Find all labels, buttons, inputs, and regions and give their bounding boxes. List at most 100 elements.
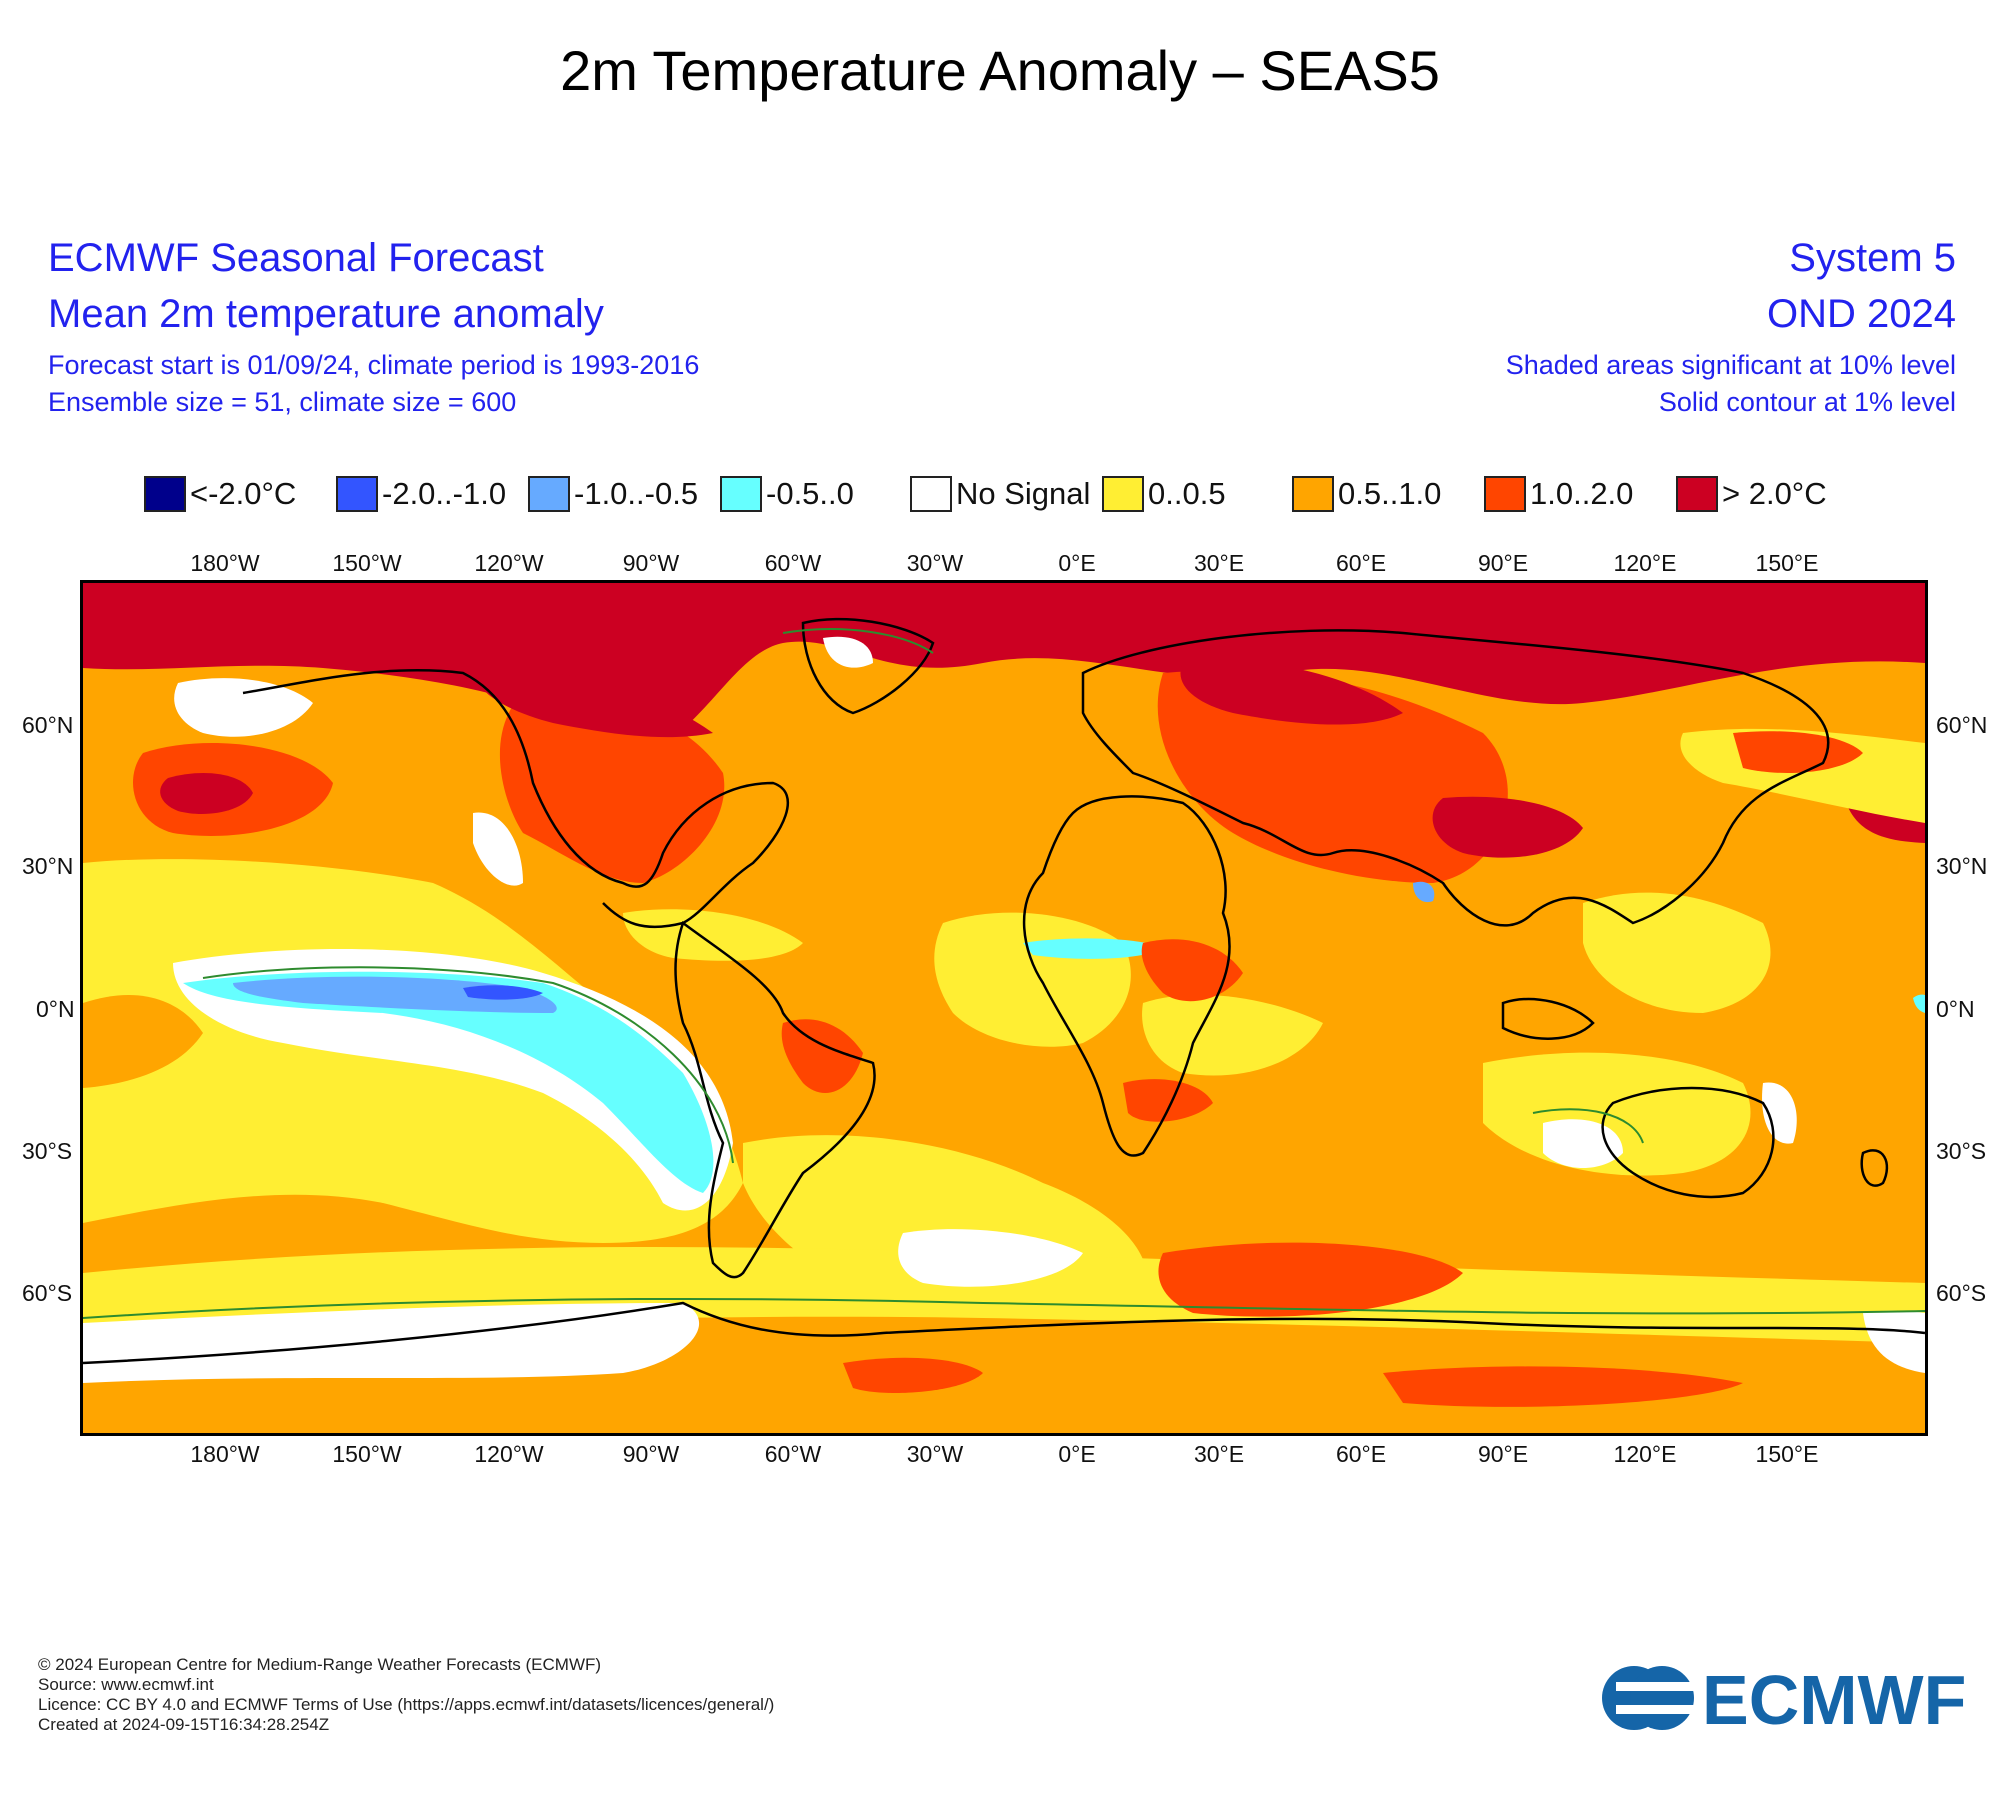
eurasia-coast <box>1081 629 1830 927</box>
header-left-subtitle: Mean 2m temperature anomaly <box>48 292 604 336</box>
east-africa-warm-patch <box>1141 939 1243 1002</box>
footer-source: Source: www.ecmwf.int <box>38 1675 214 1694</box>
sahel-cold-patch <box>1023 938 1163 959</box>
lat-label-left: 30°S <box>22 1138 73 1164</box>
lon-label-top: 120°W <box>474 550 544 576</box>
caribbean-yellow <box>623 909 803 961</box>
footer-licence: Licence: CC BY 4.0 and ECMWF Terms of Us… <box>38 1695 775 1714</box>
lon-label-top: 150°W <box>332 550 402 576</box>
significance-contours <box>83 628 1925 1319</box>
lat-label-left: 0°N <box>36 996 75 1022</box>
legend-item: 0.5..1.0 <box>1292 472 1441 516</box>
siberia-warm-region <box>1180 661 1403 725</box>
header-forecast-start: Forecast start is 01/09/24, climate peri… <box>48 350 700 380</box>
lon-label-top: 120°E <box>1613 550 1677 576</box>
lon-label-bottom: 60°E <box>1335 1441 1387 1467</box>
antarctica-coast <box>83 1301 1925 1365</box>
central-asia-region <box>1157 670 1508 883</box>
south-atlantic-no-signal <box>898 1229 1083 1287</box>
lat-label-right: 30°N <box>1936 853 1988 879</box>
header-left-title: ECMWF Seasonal Forecast <box>48 236 544 280</box>
lon-label-top: 0°E <box>1058 550 1096 576</box>
pacific-east-cold-patch <box>1913 994 1925 1013</box>
lon-label-bottom: 90°W <box>622 1441 680 1467</box>
lon-label-bottom: 90°E <box>1477 1441 1529 1467</box>
color-legend: <-2.0°C -2.0..-1.0 -1.0..-0.5 -0.5..0 No… <box>140 472 1900 516</box>
lat-label-right: 60°N <box>1936 712 1988 738</box>
legend-label: 1.0..2.0 <box>1530 476 1634 511</box>
lon-label-bottom: 60°W <box>764 1441 822 1467</box>
legend-label: <-2.0°C <box>190 476 297 511</box>
north-america-region <box>499 693 725 883</box>
legend-label: 0.5..1.0 <box>1338 476 1442 511</box>
lon-label-bottom: 0°E <box>1058 1441 1096 1467</box>
maritime-continent-yellow <box>1583 892 1771 1013</box>
legend-item: <-2.0°C <box>144 472 296 516</box>
cold-tongue-strongest <box>463 985 543 1000</box>
legend-item: -1.0..-0.5 <box>528 472 698 516</box>
header-ensemble-size: Ensemble size = 51, climate size = 600 <box>48 387 517 417</box>
logo-stripe-bottom <box>1616 1705 1706 1714</box>
ecmwf-logo-svg: ECMWF <box>1602 1661 1966 1739</box>
footer-copyright: © 2024 European Centre for Medium-Range … <box>38 1655 602 1674</box>
legend-swatch <box>1102 476 1144 512</box>
lat-label-right: 0°N <box>1936 996 1975 1022</box>
australia-coast <box>1601 1086 1775 1199</box>
okhotsk-warm-patch <box>1733 731 1863 773</box>
lat-label-left: 60°S <box>22 1280 73 1306</box>
legend-item: 0..0.5 <box>1102 472 1226 516</box>
lon-label-top: 90°W <box>622 550 680 576</box>
lon-label-top: 30°W <box>906 550 964 576</box>
logo-stripe-top <box>1616 1682 1706 1691</box>
lon-label-bottom: 30°E <box>1193 1441 1245 1467</box>
lat-label-right: 30°S <box>1936 1138 1987 1164</box>
california-no-signal <box>473 812 523 886</box>
india-cold-patch <box>1413 881 1435 903</box>
lon-label-top: 30°E <box>1193 550 1245 576</box>
south-america-coast <box>674 920 876 1279</box>
lon-label-top: 180°W <box>190 550 260 576</box>
legend-swatch <box>336 476 378 512</box>
north-america-coast <box>242 669 790 929</box>
southern-indian-warm-patch <box>1158 1242 1463 1317</box>
legend-swatch <box>528 476 570 512</box>
cold-tongue-core <box>233 976 557 1013</box>
lon-label-top: 60°W <box>764 550 822 576</box>
north-pacific-core <box>160 773 253 814</box>
lon-label-top: 90°E <box>1477 550 1529 576</box>
legend-swatch <box>1484 476 1526 512</box>
lat-label-left: 60°N <box>22 712 74 738</box>
lon-label-bottom: 150°W <box>332 1441 402 1467</box>
legend-label: No Signal <box>956 476 1091 511</box>
ecmwf-logo-mark <box>1602 1666 1706 1730</box>
lat-label-left: 30°N <box>22 853 74 879</box>
new-zealand-coast <box>1860 1149 1889 1187</box>
footer-created: Created at 2024-09-15T16:34:28.254Z <box>38 1715 330 1734</box>
legend-item: -2.0..-1.0 <box>336 472 506 516</box>
header-contour-note: Solid contour at 1% level <box>1658 387 1956 417</box>
legend-label: -0.5..0 <box>766 476 854 511</box>
anomaly-map <box>80 580 1928 1436</box>
anomaly-map-svg <box>83 583 1925 1433</box>
legend-label: -2.0..-1.0 <box>382 476 507 511</box>
lon-label-bottom: 120°E <box>1613 1441 1677 1467</box>
greenland-coast <box>801 617 935 715</box>
legend-swatch <box>1676 476 1718 512</box>
legend-item: > 2.0°C <box>1676 472 1827 516</box>
ecmwf-logo: ECMWF <box>1596 1660 1971 1739</box>
equatorial-pacific-cold-tongue <box>183 971 714 1193</box>
legend-item: No Signal <box>910 472 1090 516</box>
lon-label-top: 60°E <box>1335 550 1387 576</box>
amazon-warm-patch <box>781 1019 863 1093</box>
tibet-warm-region <box>1432 796 1583 858</box>
header-period: OND 2024 <box>1767 292 1956 336</box>
contour-line <box>83 1297 1925 1319</box>
contour-line <box>202 966 734 1164</box>
australia-no-signal-east <box>1762 1082 1797 1144</box>
legend-item: 1.0..2.0 <box>1484 472 1633 516</box>
legend-swatch <box>1292 476 1334 512</box>
indian-ocean-yellow <box>1142 994 1323 1076</box>
legend-swatch <box>720 476 762 512</box>
africa-coast <box>1022 795 1231 1157</box>
canada-warm-region <box>477 670 713 738</box>
